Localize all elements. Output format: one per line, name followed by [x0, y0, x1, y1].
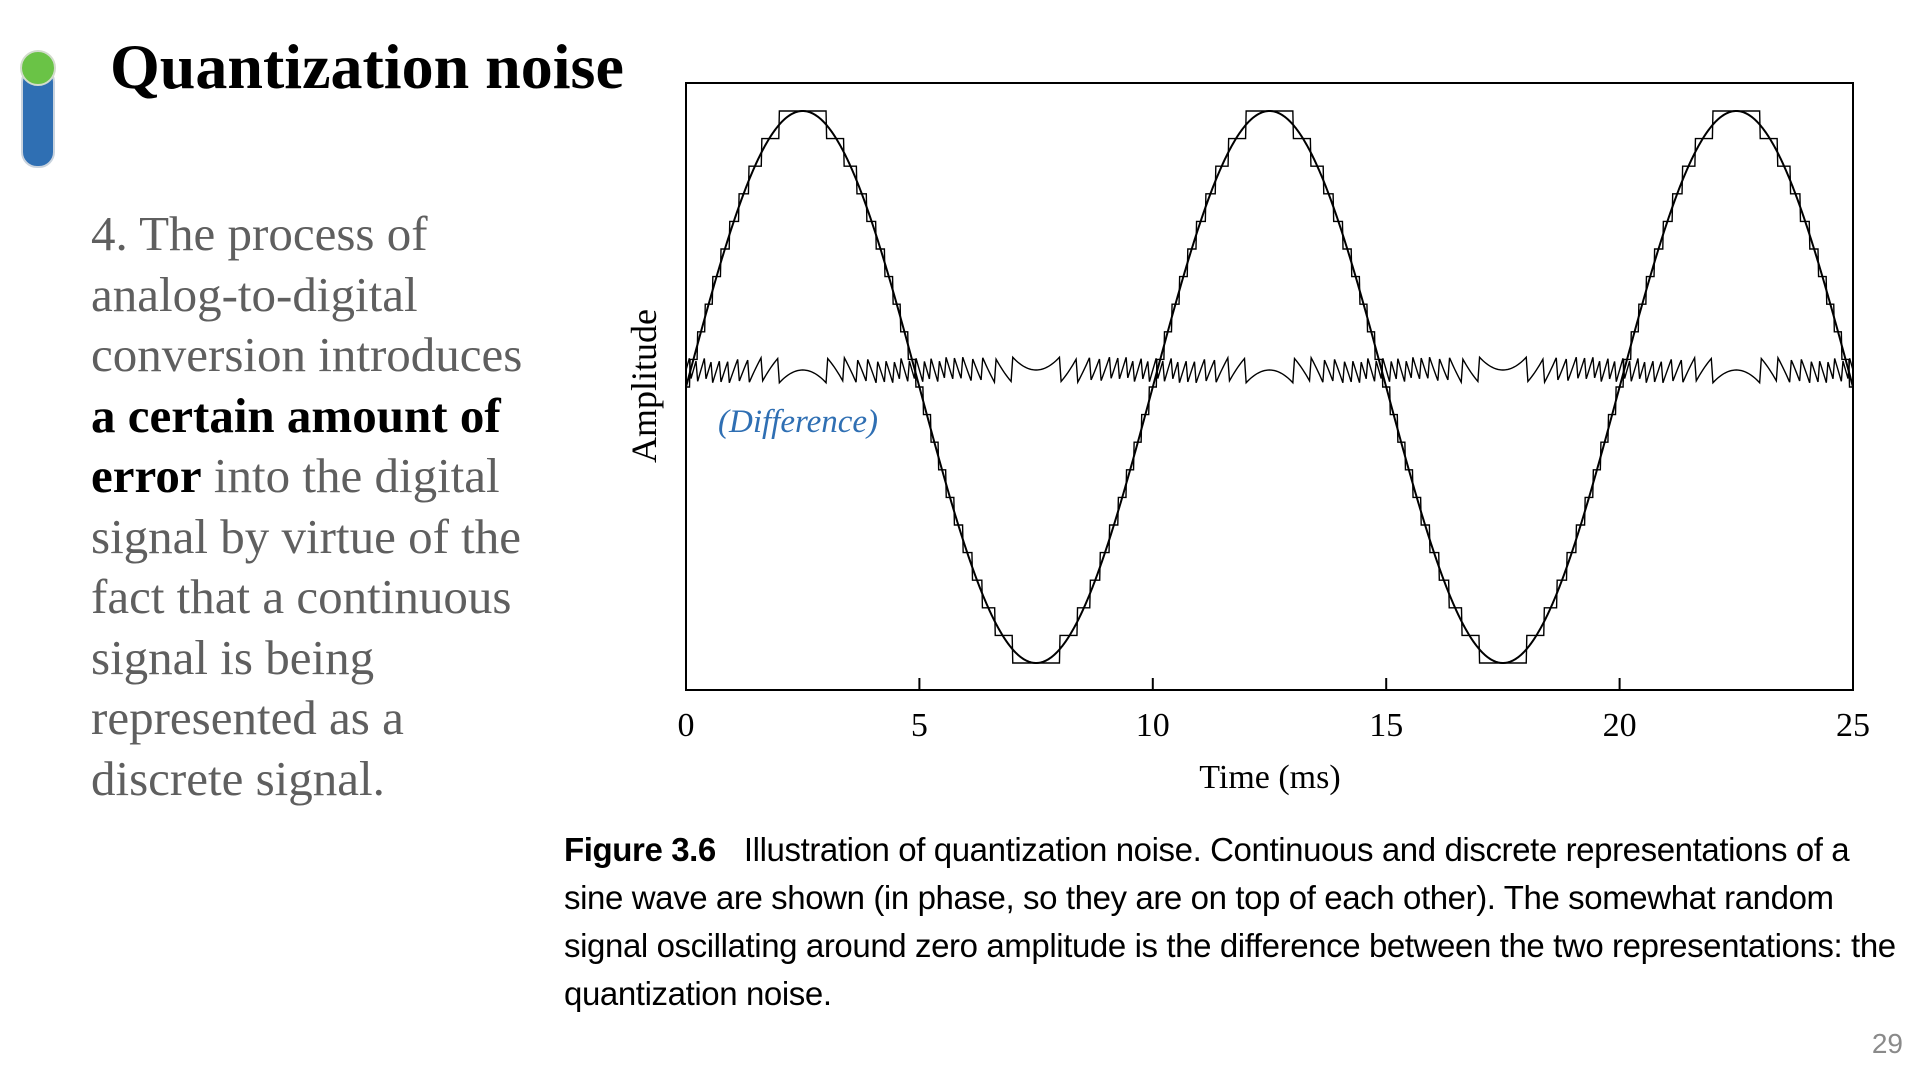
x-tick-label: 5	[911, 707, 928, 744]
x-tick-label: 15	[1369, 707, 1403, 744]
slide-accent-decoration	[19, 50, 57, 168]
quantization-noise-chart: 0 5 10 15 20 25 Amplitude Time (ms) (Differen…	[624, 82, 1870, 796]
plot-frame	[685, 82, 1854, 691]
slide-title: Quantization noise	[110, 31, 624, 102]
difference-annotation: (Difference)	[718, 404, 878, 440]
body-text: 4. The process of analog-to-digital conv…	[91, 204, 551, 809]
x-tick-label: 20	[1603, 707, 1637, 744]
accent-dot	[20, 50, 56, 86]
x-tick-label: 0	[678, 707, 695, 744]
body-text-part-2: into the digital signal by virtue of the…	[91, 448, 522, 806]
figure-caption-text: Illustration of quantization noise. Cont…	[564, 831, 1896, 1012]
figure-caption: Figure 3.6 Illustration of quantization n…	[564, 826, 1914, 1018]
x-tick-label: 25	[1836, 707, 1870, 744]
figure-caption-label: Figure 3.6	[564, 831, 716, 868]
difference-noise-series	[685, 355, 1854, 385]
page-number: 29	[1871, 1028, 1903, 1059]
x-axis-label: Time (ms)	[1199, 759, 1340, 796]
y-axis-label: Amplitude	[624, 309, 664, 463]
body-text-emphasis: a certain amount of error	[91, 387, 501, 504]
body-text-part-1: 4. The process of analog-to-digital conv…	[91, 206, 523, 382]
discrete-staircase-series	[686, 110, 1853, 664]
x-axis: 0 5 10 15 20 25	[678, 678, 1870, 744]
x-tick-label: 10	[1136, 707, 1170, 744]
